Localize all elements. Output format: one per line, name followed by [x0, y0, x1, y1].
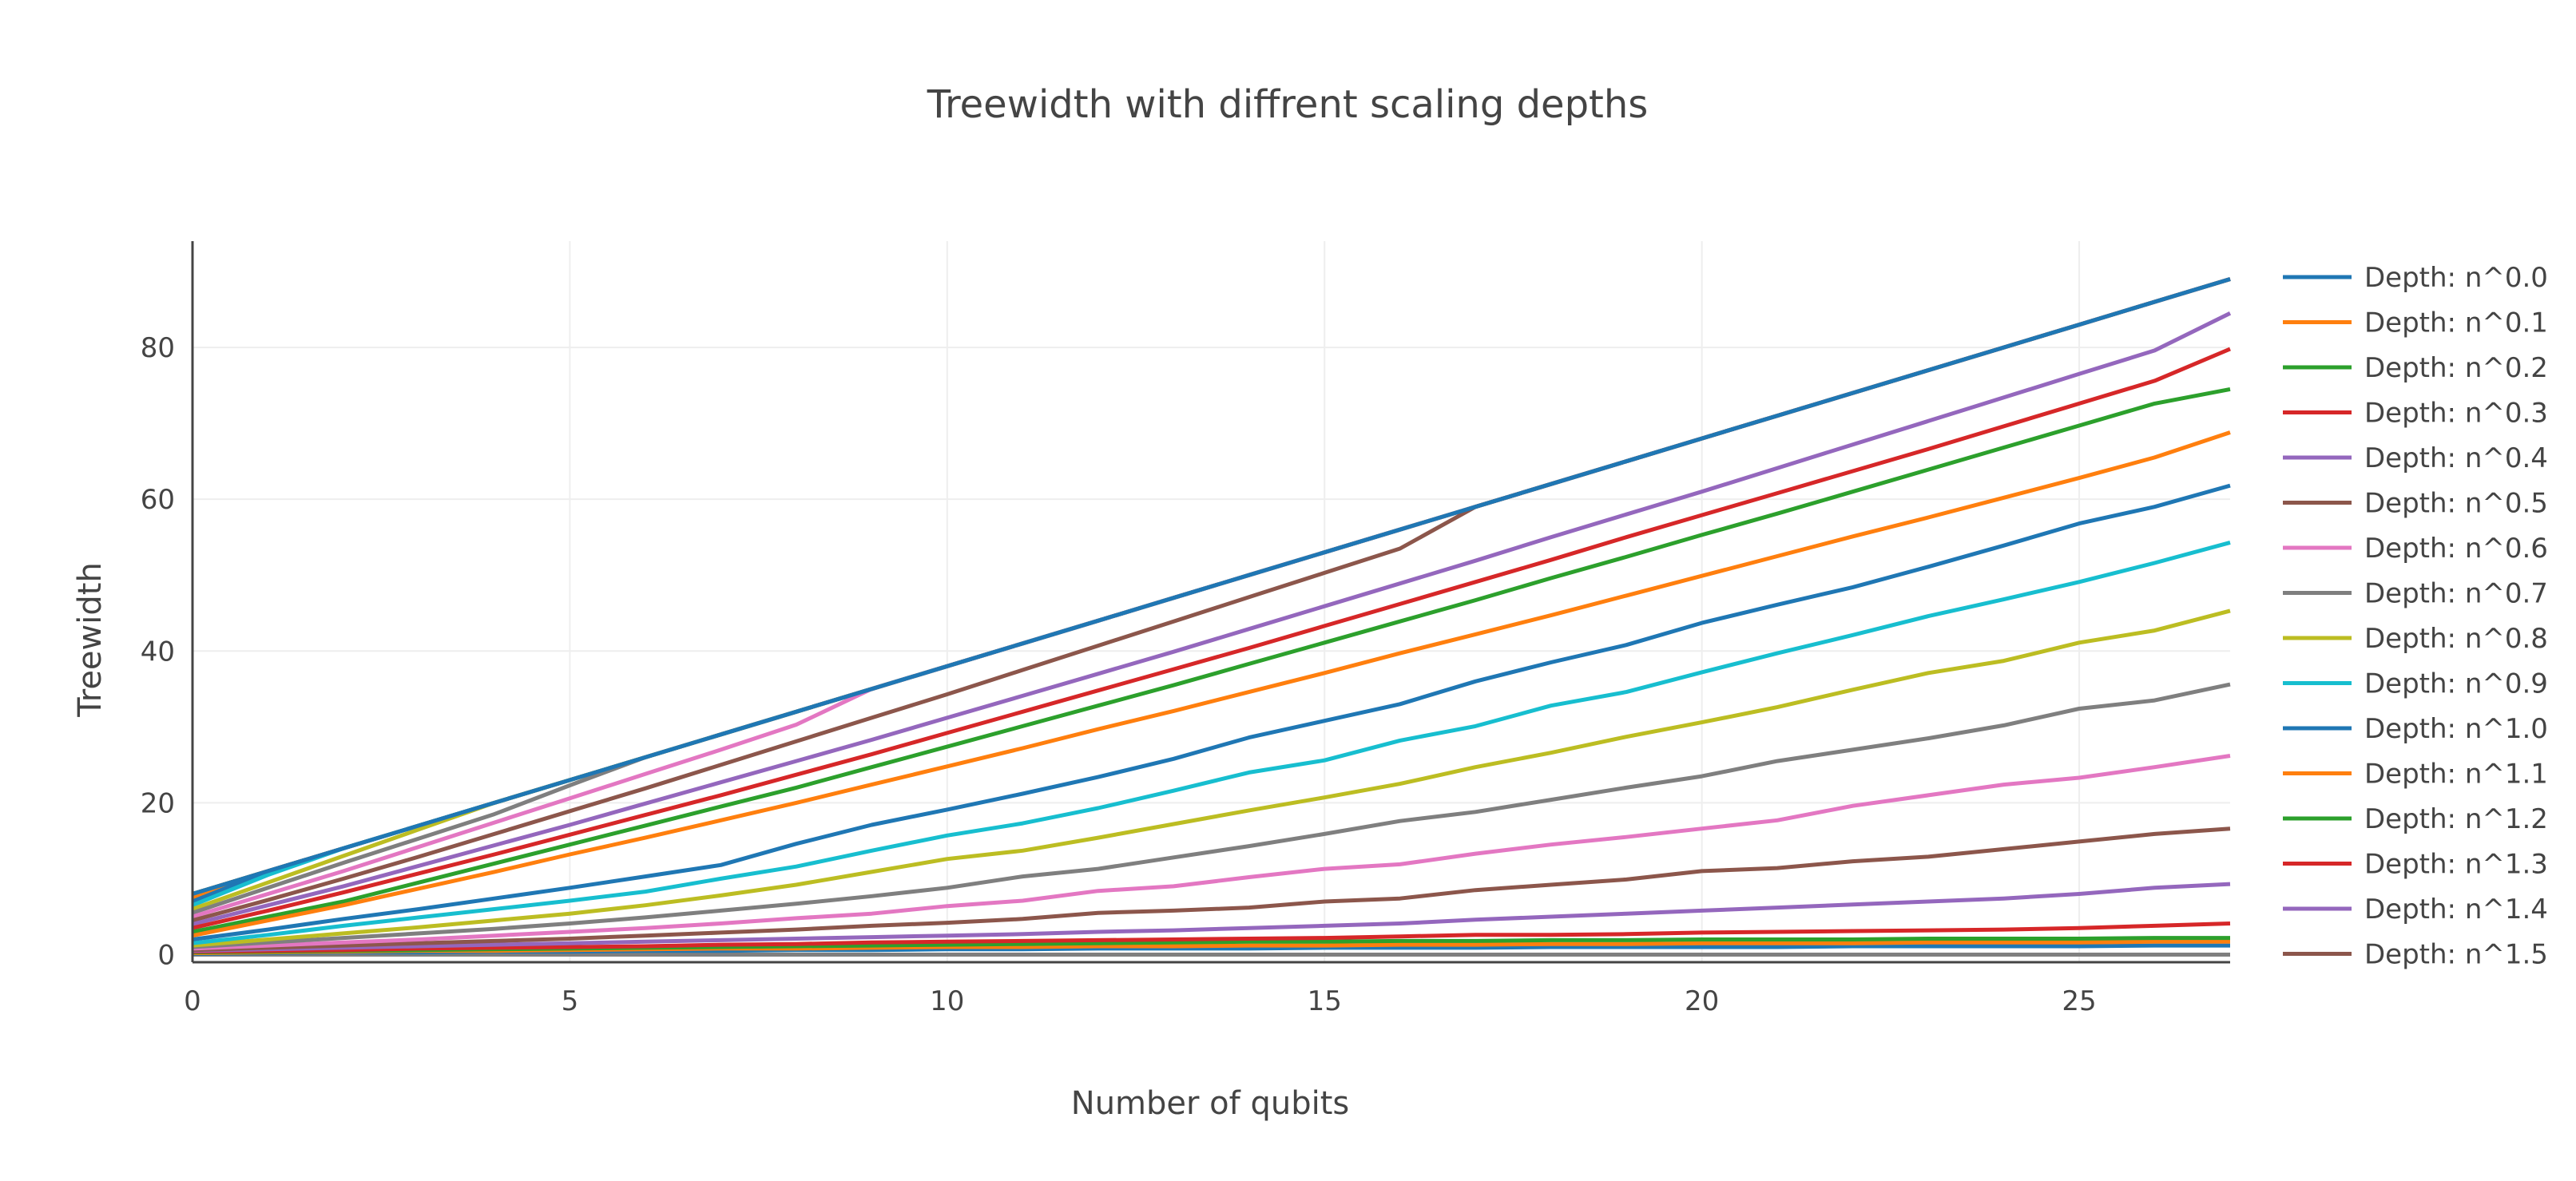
series-line-lower: [192, 921, 2231, 954]
axes: 0 5 10 15 20 25 0 20 40 60 80: [141, 241, 2230, 1017]
series-lines: [192, 277, 2232, 957]
series-line: [192, 277, 2231, 919]
y-tick-label: 80: [141, 332, 175, 364]
legend-label: Depth: n^1.5: [2364, 939, 2548, 971]
legend-label: Depth: n^0.2: [2364, 352, 2548, 384]
x-tick-label: 20: [1685, 985, 1719, 1017]
series-line: [192, 430, 2231, 938]
legend-label: Depth: n^1.1: [2364, 759, 2548, 791]
series-line: [192, 277, 2231, 896]
series-line-lower: [192, 826, 2231, 953]
series-line: [192, 347, 2231, 930]
series-line-lower: [192, 540, 2231, 945]
legend-label: Depth: n^0.6: [2364, 533, 2548, 565]
legend-label: Depth: n^0.7: [2364, 578, 2548, 610]
legend-label: Depth: n^1.2: [2364, 803, 2548, 835]
y-tick-label: 60: [141, 484, 175, 516]
legend-label: Depth: n^0.8: [2364, 623, 2548, 655]
series-line-lower: [192, 608, 2231, 948]
x-tick-label: 15: [1308, 985, 1342, 1017]
legend-label: Depth: n^0.0: [2364, 262, 2548, 294]
x-tick-label: 5: [562, 985, 579, 1017]
legend-label: Depth: n^1.0: [2364, 713, 2548, 745]
series-line: [192, 311, 2232, 926]
legend-label: Depth: n^0.5: [2364, 488, 2548, 520]
series-line: [192, 277, 2231, 923]
series-line-lower: [192, 882, 2231, 953]
legend-label: Depth: n^0.3: [2364, 398, 2548, 430]
legend-label: Depth: n^0.4: [2364, 442, 2548, 474]
series-line: [192, 386, 2231, 934]
chart-title: Treewidth with diffrent scaling depths: [927, 82, 1649, 127]
y-tick-label: 20: [141, 787, 175, 819]
x-tick-label: 10: [930, 985, 964, 1017]
x-tick-label: 25: [2062, 985, 2096, 1017]
series-line-lower: [192, 682, 2231, 949]
x-tick-label: 0: [184, 985, 201, 1017]
y-tick-label: 0: [157, 939, 175, 971]
legend-label: Depth: n^0.1: [2364, 307, 2548, 339]
series-line-lower: [192, 754, 2231, 951]
series-line-lower: [192, 483, 2231, 941]
y-axis-title: Treewidth: [72, 562, 109, 718]
legend-label: Depth: n^1.3: [2364, 849, 2548, 881]
legend-label: Depth: n^1.4: [2364, 894, 2548, 925]
y-tick-label: 40: [141, 636, 175, 668]
legend: Depth: n^0.0 Depth: n^0.1 Depth: n^0.2 Dept…: [2283, 262, 2548, 971]
x-axis-title: Number of qubits: [1071, 1085, 1349, 1122]
legend-label: Depth: n^0.9: [2364, 668, 2548, 700]
